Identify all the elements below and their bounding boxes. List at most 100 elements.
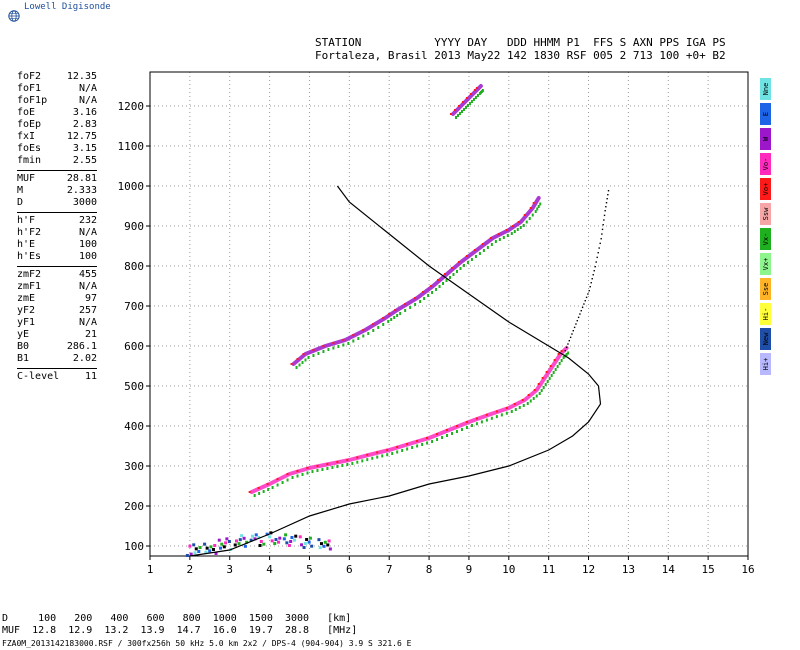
legend-item: Hi- xyxy=(760,303,771,325)
echo-mark xyxy=(404,309,407,312)
ground-echo-mark xyxy=(270,539,274,543)
echo-mark xyxy=(366,453,369,456)
echo-mark xyxy=(321,468,324,471)
legend-label: Hi- xyxy=(761,307,770,321)
electron-density-profile xyxy=(189,185,602,557)
ground-echo-mark xyxy=(262,542,266,546)
echo-mark xyxy=(511,225,514,227)
echo-mark xyxy=(531,213,534,217)
parameter-divider xyxy=(0,209,100,215)
ground-echo-mark xyxy=(204,550,208,554)
echo-mark xyxy=(262,490,265,493)
echo-mark xyxy=(522,404,525,407)
echo-mark xyxy=(552,371,555,374)
echo-mark xyxy=(532,202,535,204)
echo-mark xyxy=(451,432,453,435)
echo-mark xyxy=(352,334,355,336)
echo-mark xyxy=(416,444,419,448)
x-trace-dot xyxy=(590,282,592,284)
echo-mark xyxy=(468,102,471,105)
echo-mark xyxy=(372,323,375,325)
echo-mark xyxy=(470,424,473,427)
ground-echo-mark xyxy=(298,535,302,539)
ground-echo-mark xyxy=(292,538,296,542)
ground-echo-mark xyxy=(224,541,228,545)
parameter-label: D xyxy=(17,197,24,208)
echo-mark xyxy=(301,361,304,364)
x-trace-dot xyxy=(607,190,610,192)
echo-mark xyxy=(312,354,315,357)
parameter-row: h'E 100 xyxy=(0,239,100,251)
legend-item: Nne xyxy=(760,78,771,100)
echo-mark xyxy=(327,348,330,351)
echo-mark xyxy=(446,429,448,431)
echo-mark xyxy=(336,465,339,468)
echo-mark xyxy=(537,205,540,208)
echo-mark xyxy=(306,471,309,475)
echo-mark xyxy=(475,87,478,89)
echo-mark xyxy=(457,261,460,263)
echo-mark xyxy=(536,207,539,211)
ground-echo-mark xyxy=(214,552,218,555)
parameter-value: N/A xyxy=(78,317,97,328)
echo-mark xyxy=(460,428,463,431)
echo-mark xyxy=(342,343,345,347)
echo-mark xyxy=(557,353,560,355)
parameter-divider xyxy=(0,263,100,269)
ground-echo-mark xyxy=(185,554,189,557)
echo-mark xyxy=(553,359,556,361)
legend-label: Vx+ xyxy=(761,257,770,271)
echo-mark xyxy=(540,389,543,392)
parameter-value: N/A xyxy=(78,95,97,106)
parameter-row: fxI 12.75 xyxy=(0,131,100,143)
echo-mark xyxy=(470,258,473,261)
parameter-label: B0 xyxy=(17,341,30,352)
echo-mark xyxy=(258,492,261,495)
echo-mark xyxy=(485,413,488,416)
echo-mark xyxy=(558,362,561,365)
parameter-value: 11 xyxy=(84,371,97,382)
echo-mark xyxy=(362,334,365,338)
echo-mark xyxy=(525,220,528,224)
x-trace-dot xyxy=(572,330,574,332)
parameter-row: foEs 3.15 xyxy=(0,143,100,155)
parameter-label: foF1p xyxy=(17,95,48,106)
x-trace-dot xyxy=(605,202,608,204)
parameter-label: C-level xyxy=(17,371,60,382)
parameter-row: B1 2.02 xyxy=(0,353,100,365)
x-trace-dot xyxy=(569,336,572,339)
echo-mark xyxy=(562,356,565,359)
x-trace-dot xyxy=(573,326,576,329)
echo-mark xyxy=(419,300,422,303)
x-trace-dot xyxy=(577,316,580,319)
echo-mark xyxy=(560,359,563,362)
ground-echo-mark xyxy=(277,540,281,544)
ground-echo-mark xyxy=(227,540,231,543)
echo-mark xyxy=(542,386,545,389)
x-tick-label: 9 xyxy=(466,563,473,576)
echo-mark xyxy=(331,466,334,469)
echo-mark xyxy=(519,226,522,229)
echo-mark xyxy=(474,255,477,258)
echo-mark xyxy=(485,418,488,422)
parameter-value: 28.81 xyxy=(66,173,97,184)
echo-mark xyxy=(346,463,349,466)
x-trace-dot xyxy=(568,340,570,342)
echo-mark xyxy=(409,306,412,309)
ground-echo-mark xyxy=(208,549,212,553)
echo-mark xyxy=(295,366,298,369)
echo-mark xyxy=(545,371,548,373)
ground-echo-mark xyxy=(328,547,332,551)
echo-mark xyxy=(396,450,399,454)
parameter-row: zmF1 N/A xyxy=(0,281,100,293)
parameter-value: 100 xyxy=(78,239,97,250)
parameter-row: B0 286.1 xyxy=(0,341,100,353)
parameter-value: 2.333 xyxy=(66,185,97,196)
parameter-value: N/A xyxy=(78,83,97,94)
echo-mark xyxy=(495,415,498,419)
echo-mark xyxy=(473,89,476,91)
ground-echo-mark xyxy=(225,537,229,541)
echo-mark xyxy=(465,426,468,429)
parameter-label: yE xyxy=(17,329,30,340)
x-tick-label: 5 xyxy=(306,563,313,576)
